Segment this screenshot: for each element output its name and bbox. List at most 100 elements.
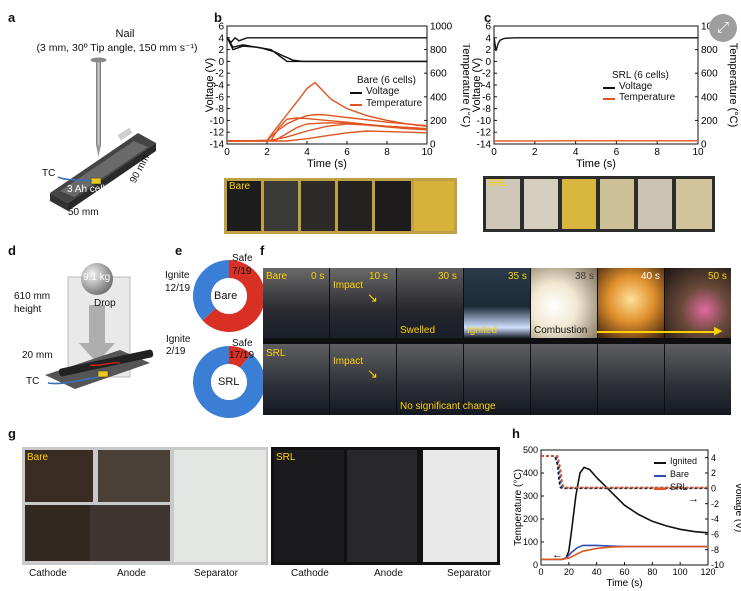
bare-cathode-top (25, 450, 93, 502)
nail-title: Nail (115, 28, 135, 40)
c-xtick-label: 10 (692, 147, 704, 158)
impact-arrow-bare-icon: ↘ (367, 290, 378, 305)
bare-photo-tag: Bare (229, 181, 251, 192)
b-ytick-left-label: -4 (215, 81, 224, 92)
chart-h: 0 20 40 60 80 100 1200100200300400500420-2-4-6… (513, 445, 741, 589)
impact-video-frames: Bare 0 s 10 s 30 s 35 s 38 s 40 s 50 s I… (263, 268, 731, 415)
h-ytick-left-label: 400 (523, 468, 538, 478)
srl-postmortem-photo: SRL (271, 447, 500, 565)
h-ytick-right-label: 4 (711, 453, 716, 463)
legend-temp-c: Temperature (619, 92, 676, 103)
bare-cell-5 (375, 181, 411, 231)
bare-cell-6 (414, 181, 454, 231)
b-xtick-label: 10 (421, 147, 433, 158)
h-xtick-label: 120 (700, 567, 715, 577)
c-ytick-right-label: 200 (701, 116, 718, 127)
caption-srl-anode: Anode (374, 568, 403, 579)
c-plot-frame (493, 25, 699, 145)
c-ylabel-right: Temperature (°C) (727, 43, 738, 127)
frame-srl-10 (330, 344, 396, 415)
h-arrow-left-icon: ← (552, 549, 563, 561)
c-xtick-label: 6 (614, 147, 620, 158)
frame-srl-38 (531, 344, 597, 415)
legend-swatch-temp-b (350, 104, 362, 106)
b-ytick-right-label: 800 (430, 45, 447, 56)
srl-anode (347, 450, 417, 562)
bare-slice-ignite (202, 260, 265, 332)
panel-label-c: c (484, 10, 492, 25)
c-xtick-label: 0 (491, 147, 497, 158)
pie-srl (193, 346, 265, 418)
srl-postmortem-tag: SRL (276, 452, 296, 463)
bar-size-label: 20 mm (22, 350, 53, 361)
frame-bare-0 (263, 268, 329, 338)
srl-donut-hole (211, 364, 247, 400)
b-ytick-left-label: -8 (215, 104, 224, 115)
c-ytick-left-label: -6 (482, 92, 491, 103)
b-xtick-label: 0 (224, 147, 230, 158)
h-xlabel: Time (s) (606, 578, 642, 589)
time-40: 40 s (641, 271, 660, 282)
h-ytick-left-label: 100 (523, 537, 538, 547)
b-series-temperature-6 (226, 122, 428, 142)
legend-srl: SRL (670, 482, 688, 492)
h-series-srl-voltage-5 (541, 455, 708, 489)
h-ytick-left-label: 300 (523, 491, 538, 501)
panel-label-e: e (175, 243, 183, 258)
time-35: 35 s (508, 271, 527, 282)
h-series-srl-2 (541, 545, 708, 561)
srl-cells-photo-strip: SRL (483, 176, 715, 232)
bare-safe-count: 7/19 (232, 266, 252, 277)
bare-cathode-bottom (25, 505, 93, 561)
legend-temp-b: Temperature (366, 98, 423, 109)
legend-swatch-voltage-b (350, 92, 362, 94)
combustion-arrow-line (597, 331, 717, 333)
bare-cell-2 (264, 181, 298, 231)
expand-icon[interactable]: ⤢ (709, 14, 737, 42)
panel-label-a: a (8, 10, 16, 25)
c-ytick-left-label: -12 (477, 128, 492, 139)
bare-cell-3 (301, 181, 335, 231)
nail-spec: (3 mm, 30º Tip angle, 150 mm s⁻¹) (36, 42, 198, 54)
b-xtick-label: 2 (264, 147, 270, 158)
b-ytick-left-label: 4 (218, 33, 224, 44)
b-series-temperature-8 (227, 130, 428, 142)
b-ylabel-right: Temperature (°C) (460, 43, 470, 127)
b-series-voltage-2 (226, 36, 427, 63)
h-xtick-label: 60 (619, 567, 629, 577)
caption-bare-cathode: Cathode (29, 568, 67, 579)
legend-swatch-ignited (654, 462, 666, 464)
c-ytick-left-label: -8 (482, 104, 491, 115)
c-xlabel: Time (s) (576, 158, 616, 170)
b-series-temperature-4 (226, 113, 428, 142)
b-ytick-left-label: -6 (215, 92, 224, 103)
height-label-2: height (14, 304, 42, 315)
legend-swatch-voltage-c (603, 87, 615, 89)
caption-bare-separator: Separator (194, 568, 238, 579)
b-ytick-left-label: -2 (215, 69, 224, 80)
b-series-temperature-3 (226, 81, 428, 142)
b-ytick-right-label: 1000 (430, 22, 453, 33)
c-ytick-left-label: -4 (482, 81, 491, 92)
legend-voltage-c: Voltage (619, 81, 653, 92)
time-30: 30 s (438, 271, 457, 282)
c-ytick-right-label: 600 (701, 69, 718, 80)
h-xtick-label: 40 (592, 567, 602, 577)
c-ytick-left-label: 2 (485, 45, 491, 56)
time-38: 38 s (575, 271, 594, 282)
legend-voltage-b: Voltage (366, 86, 400, 97)
dim-width-a: 50 mm (68, 207, 99, 218)
frame-bare-30 (397, 268, 463, 338)
h-ytick-right-label: -6 (711, 529, 719, 539)
h-series-ignited-0 (541, 466, 709, 561)
caption-srl-cathode: Cathode (291, 568, 329, 579)
time-50: 50 s (708, 271, 727, 282)
legend-swatch-temp-c (603, 98, 615, 100)
b-ytick-right-label: 200 (430, 116, 447, 127)
b-ytick-left-label: -14 (210, 140, 225, 151)
bare-cells-photo-strip: Bare (224, 178, 457, 234)
frame-srl-50 (665, 344, 731, 415)
chart-b: 0 2 4 6 8 106420-2-4-6-8-10-12-14100080060040… (205, 22, 470, 171)
tc-label-a: TC (42, 168, 56, 179)
bare-cell-4 (338, 181, 372, 231)
